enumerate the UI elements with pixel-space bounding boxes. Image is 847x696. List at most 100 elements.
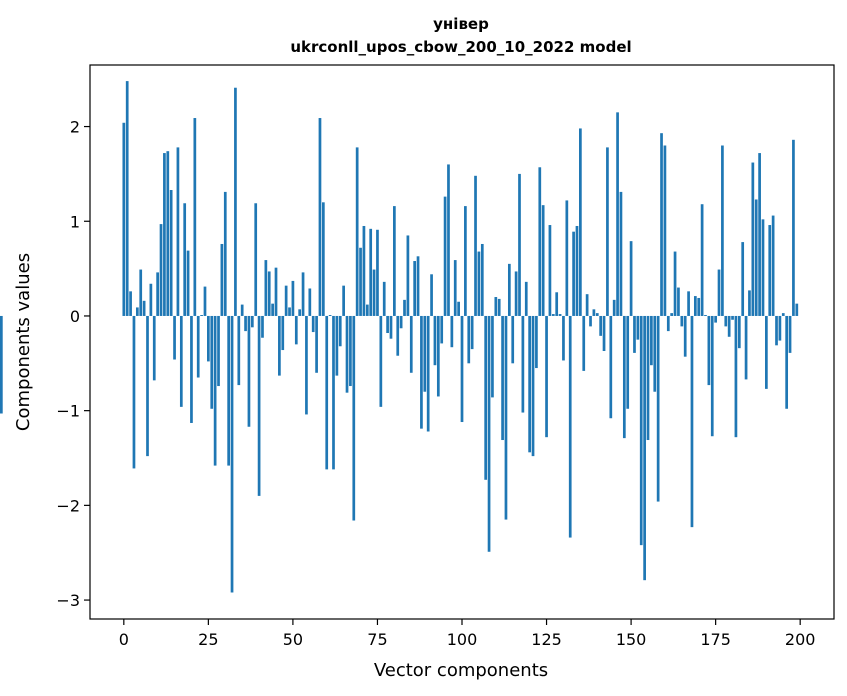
- bar: [474, 175, 477, 316]
- x-tick-label: 200: [785, 630, 816, 649]
- bar: [792, 139, 795, 316]
- bar: [207, 315, 210, 362]
- bar: [622, 315, 626, 439]
- y-tick-label: −1: [56, 402, 80, 421]
- bar: [582, 315, 586, 371]
- bar: [589, 315, 592, 327]
- bar: [281, 315, 285, 351]
- bar: [436, 315, 440, 397]
- bar: [595, 313, 599, 316]
- x-tick-label: 175: [700, 630, 731, 649]
- bar: [656, 315, 660, 502]
- bar: [355, 147, 359, 316]
- bar: [338, 315, 342, 347]
- bar: [744, 315, 748, 380]
- y-axis-label: Components values: [13, 253, 34, 431]
- bar: [538, 167, 542, 316]
- bar: [579, 128, 582, 316]
- bar: [267, 271, 271, 316]
- bar: [775, 315, 778, 346]
- bar: [169, 190, 173, 316]
- bar: [504, 315, 508, 520]
- bar: [135, 307, 139, 316]
- bar: [616, 112, 619, 316]
- bar: [457, 301, 460, 316]
- bar: [217, 315, 220, 387]
- bar: [278, 315, 281, 376]
- bar: [690, 315, 694, 528]
- bar: [152, 315, 156, 381]
- bar: [748, 290, 751, 316]
- bar: [660, 133, 663, 316]
- bar: [234, 87, 237, 316]
- bar: [768, 225, 772, 316]
- bar: [721, 145, 724, 316]
- bar: [305, 315, 308, 415]
- bar: [565, 200, 569, 316]
- bar: [393, 206, 396, 316]
- bar: [612, 299, 616, 316]
- bar: [335, 315, 339, 376]
- bar: [342, 285, 345, 316]
- bar: [754, 199, 758, 316]
- bar: [0, 315, 3, 414]
- bar: [440, 315, 444, 344]
- bar: [288, 307, 291, 316]
- bar: [257, 315, 261, 496]
- bar: [592, 309, 596, 316]
- bar: [321, 202, 325, 316]
- bar: [362, 225, 366, 316]
- bar: [203, 286, 207, 316]
- bar: [159, 224, 163, 316]
- bar: [139, 269, 143, 316]
- bar: [345, 315, 349, 393]
- bar: [704, 315, 707, 316]
- x-tick-label: 75: [367, 630, 387, 649]
- bar: [558, 314, 562, 316]
- bar: [541, 205, 545, 316]
- bar: [426, 315, 430, 432]
- bar: [514, 271, 518, 316]
- bar: [737, 315, 741, 349]
- x-tick-label: 50: [283, 630, 303, 649]
- bar: [298, 309, 302, 316]
- bar: [633, 315, 636, 353]
- bar: [433, 315, 437, 366]
- bar: [761, 219, 765, 316]
- bar: [470, 315, 474, 350]
- bar: [491, 315, 494, 398]
- bar: [227, 315, 231, 466]
- bar: [606, 147, 609, 316]
- bar: [639, 315, 643, 546]
- bar: [714, 315, 717, 323]
- bar: [193, 118, 197, 316]
- bar: [643, 315, 646, 581]
- bar: [524, 281, 528, 316]
- bar: [741, 242, 745, 316]
- bar: [223, 191, 227, 316]
- bar: [372, 269, 376, 316]
- bar: [416, 256, 420, 316]
- bar: [250, 315, 254, 328]
- bar: [386, 315, 389, 334]
- bar: [677, 287, 680, 316]
- bar: [196, 315, 200, 378]
- bar: [650, 315, 653, 366]
- bar: [795, 303, 799, 316]
- bar: [619, 191, 623, 316]
- y-tick-label: 1: [70, 212, 80, 231]
- bar: [707, 315, 711, 386]
- bar: [173, 315, 176, 360]
- bar: [332, 315, 335, 470]
- bar: [183, 203, 187, 316]
- bar: [548, 225, 552, 316]
- bar: [403, 299, 406, 316]
- bar: [423, 315, 427, 392]
- bar: [636, 315, 640, 340]
- bar: [318, 118, 322, 316]
- bar: [460, 315, 464, 423]
- y-tick-label: 0: [70, 307, 80, 326]
- bar: [382, 281, 386, 316]
- bar: [129, 291, 132, 316]
- bar: [264, 260, 268, 316]
